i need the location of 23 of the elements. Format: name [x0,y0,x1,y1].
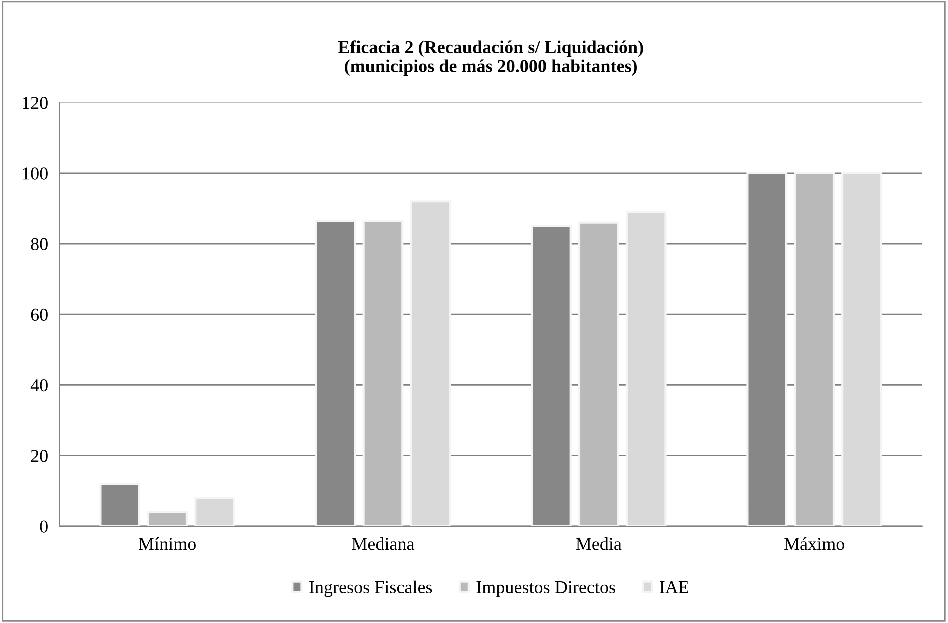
legend-label: Impuestos Directos [476,581,616,598]
y-tick-label: 120 [23,97,48,110]
bar [842,172,882,526]
y-tick-label: 20 [31,450,48,462]
legend-label: IAE [660,581,689,594]
bar [410,200,452,526]
y-tick-label: 100 [23,168,48,180]
y-tick-label: 40 [30,379,48,392]
x-tick-label: Mínimo [138,538,196,550]
y-tick-label: 60 [31,308,48,322]
x-tick-label: Máximo [784,538,844,550]
bar [626,211,667,526]
y-tick-label: 80 [31,238,48,250]
x-tick-label: Mediana [352,538,415,550]
chart-title: Eficacia 2 (Recaudación s/ Liquidación) (municipios de más 20.000 habitantes) [338,40,644,76]
bar [147,511,188,526]
legend-label: Ingresos Fiscales [310,580,432,598]
bar [578,222,620,526]
bar [794,172,836,526]
bar [362,220,404,526]
y-tick-label: 0 [40,520,48,533]
bar [194,497,236,526]
x-tick-label: Media [576,538,622,550]
